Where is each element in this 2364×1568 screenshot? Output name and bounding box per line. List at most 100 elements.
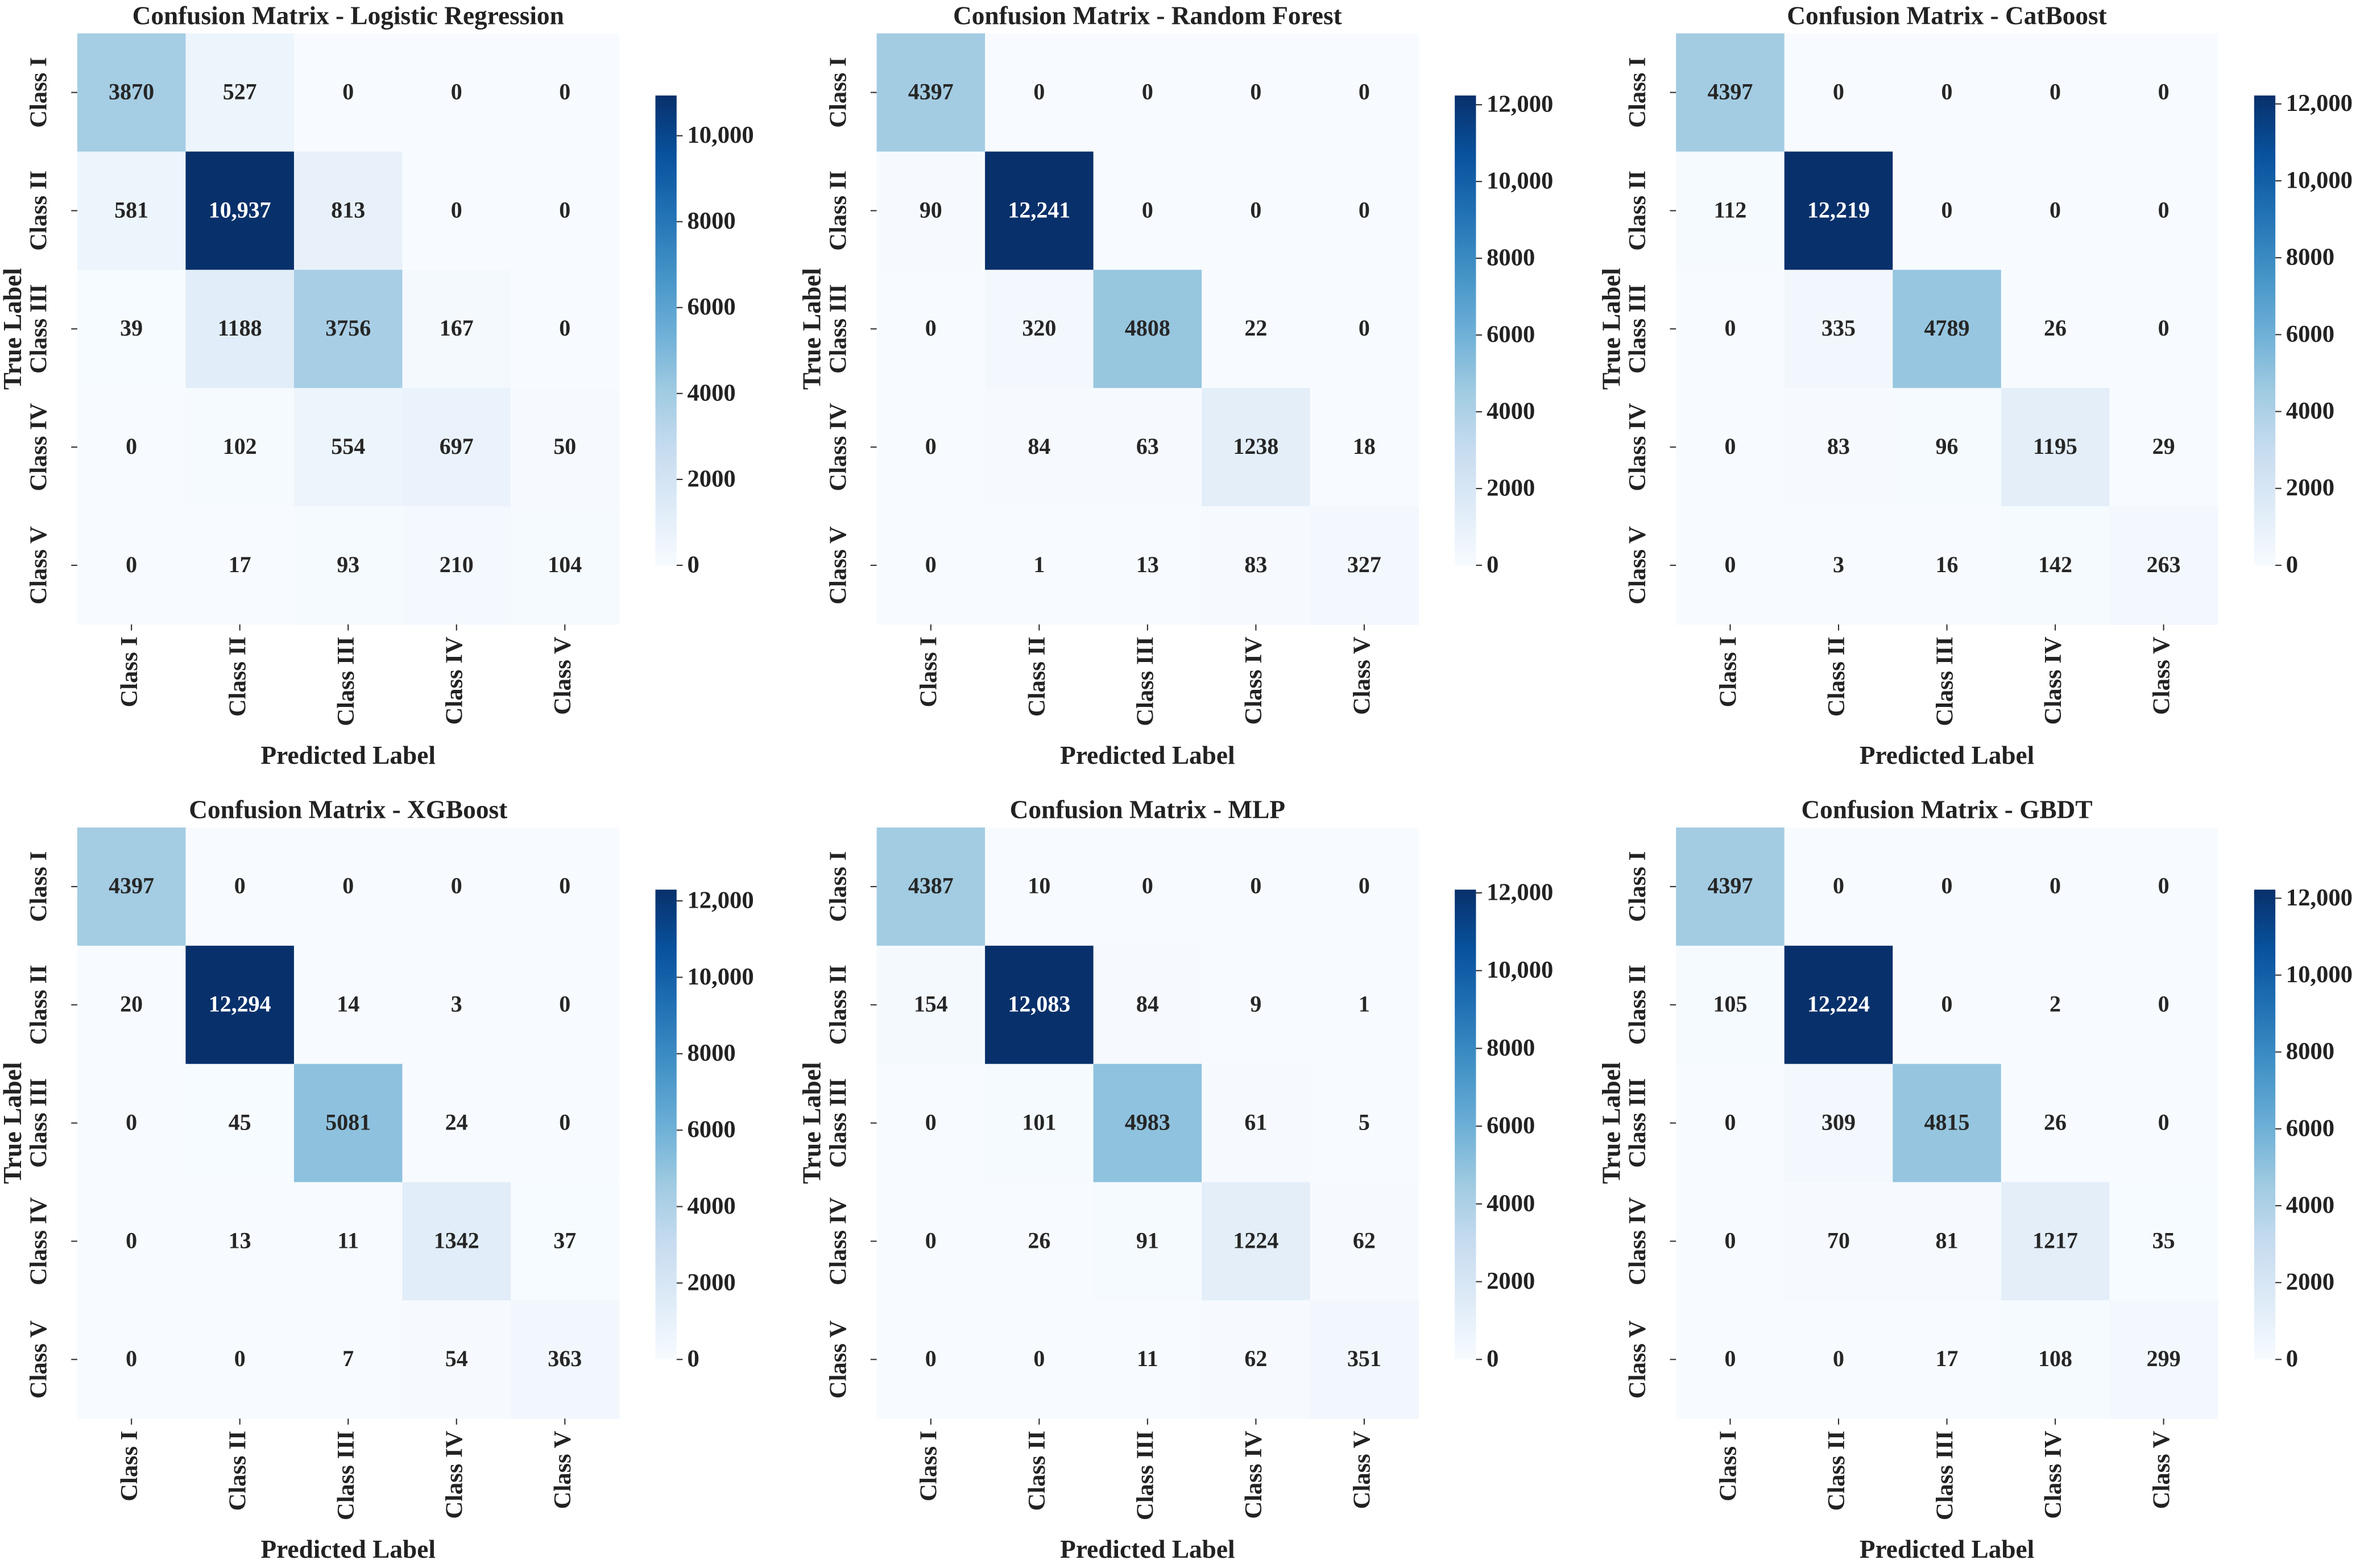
heatmap-cell (185, 1064, 295, 1183)
x-axis-label: Predicted Label (1060, 1535, 1235, 1563)
colorbar-tick-label: 12,000 (687, 887, 754, 913)
cell-label: 4397 (908, 78, 954, 104)
x-tick-label: Class III (333, 636, 359, 726)
heatmap-cell (1310, 827, 1419, 946)
heatmap-cell (402, 270, 511, 389)
chart-title: Confusion Matrix - XGBoost (189, 796, 507, 824)
heatmap-cell (2109, 1064, 2218, 1183)
cell-label: 0 (559, 197, 570, 222)
heatmap-cell (1202, 1182, 1311, 1301)
heatmap-cell (185, 1182, 295, 1301)
x-tick-label: Class I (116, 636, 143, 707)
heatmap-cell (511, 506, 620, 625)
colorbar-tick-label: 8000 (1487, 245, 1535, 271)
cell-label: 0 (1833, 78, 1844, 104)
x-axis-label: Predicted Label (261, 1535, 436, 1563)
y-tick-label: Class V (26, 1320, 52, 1399)
colorbar-tick-label: 4000 (1487, 1190, 1535, 1217)
chart-title: Confusion Matrix - Logistic Regression (133, 1, 564, 30)
colorbar-tick-label: 4000 (1487, 398, 1535, 424)
heatmap-cell (1202, 1064, 1311, 1183)
heatmap-cell (1093, 827, 1202, 946)
cell-label: 1188 (218, 315, 262, 341)
heatmap-cell (2001, 506, 2110, 625)
cell-label: 70 (1827, 1227, 1850, 1253)
heatmap-cell (2109, 388, 2218, 507)
cell-label: 4397 (1708, 78, 1753, 104)
heatmap-cell (1310, 506, 1419, 625)
heatmap-cell (402, 506, 511, 625)
cell-label: 351 (1347, 1346, 1381, 1371)
cell-label: 1195 (2033, 433, 2077, 459)
colorbar-tick-label: 0 (687, 551, 699, 578)
cell-label: 0 (559, 78, 570, 104)
colorbar-tick-label: 2000 (2286, 474, 2334, 501)
heatmap-cell (1784, 1300, 1894, 1420)
heatmap-cell (293, 506, 403, 625)
heatmap-cell (1784, 33, 1894, 152)
cell-label: 327 (1347, 552, 1381, 577)
heatmap-cell (2109, 827, 2218, 946)
cell-label: 0 (1359, 315, 1370, 341)
heatmap-cell (1093, 1300, 1202, 1420)
heatmap-cell (402, 33, 511, 152)
heatmap-cell (185, 506, 295, 625)
heatmap-cell (511, 945, 620, 1065)
y-tick-label: Class IV (825, 1197, 851, 1285)
heatmap-cell (1784, 945, 1894, 1065)
cell-label: 62 (1244, 1346, 1267, 1371)
cell-label: 16 (1936, 552, 1959, 577)
colorbar-tick-label: 2000 (1487, 474, 1535, 501)
x-tick-label: Class IV (2040, 1430, 2067, 1519)
heatmap-cell (876, 827, 986, 946)
heatmap-cell (185, 945, 295, 1065)
heatmap-cell (185, 1300, 295, 1420)
heatmap-cell (876, 151, 986, 271)
colorbar-tick-label: 4000 (2286, 1191, 2334, 1218)
cell-label: 11 (1137, 1346, 1158, 1371)
y-axis-label: True Label (0, 1062, 27, 1184)
heatmap-cell (293, 1300, 403, 1420)
cell-label: 0 (1941, 873, 1953, 899)
heatmap-panel: Confusion Matrix - CatBoost 4397 0 0 0 0 112 12… (1597, 1, 2353, 769)
cell-label: 0 (451, 78, 462, 104)
cell-label: 813 (331, 197, 365, 222)
x-axis-label: Predicted Label (1860, 1535, 2034, 1563)
cell-label: 12,083 (1008, 991, 1070, 1017)
cell-label: 12,219 (1807, 197, 1870, 222)
heatmap-cell (1893, 945, 2002, 1065)
cell-label: 1217 (2032, 1227, 2078, 1253)
cell-label: 0 (126, 1227, 137, 1253)
heatmap-cell (1893, 151, 2002, 271)
heatmap-cell (1784, 506, 1894, 625)
cell-label: 0 (126, 433, 137, 459)
cell-label: 0 (1724, 1227, 1736, 1253)
cell-label: 1 (1033, 552, 1045, 577)
cell-label: 0 (2158, 1109, 2170, 1135)
heatmap-cell (1093, 1182, 1202, 1301)
cell-label: 81 (1936, 1227, 1959, 1253)
cell-label: 0 (1359, 197, 1370, 222)
cell-label: 0 (559, 1109, 570, 1135)
colorbar-tick-label: 0 (1487, 1346, 1498, 1372)
cell-label: 0 (925, 1109, 937, 1135)
heatmap-cell (2109, 945, 2218, 1065)
y-tick-label: Class I (26, 851, 52, 922)
heatmap-cell (77, 1064, 187, 1183)
heatmap-cell (1202, 506, 1311, 625)
cell-label: 11 (337, 1227, 359, 1253)
heatmap-cell (1310, 33, 1419, 152)
cell-label: 4983 (1125, 1109, 1170, 1135)
heatmap-cell (511, 270, 620, 389)
cell-label: 12,224 (1807, 991, 1870, 1017)
x-tick-label: Class III (1132, 636, 1159, 726)
colorbar-tick-label: 4000 (687, 379, 735, 406)
cell-label: 22 (1244, 315, 1267, 341)
colorbar-tick-label: 8000 (2286, 1038, 2334, 1065)
cell-label: 1 (1359, 991, 1370, 1017)
x-axis-label: Predicted Label (261, 741, 436, 769)
heatmap-cell (1310, 1182, 1419, 1301)
x-tick-label: Class I (916, 1431, 942, 1501)
y-tick-label: Class IV (825, 403, 851, 491)
heatmap-cell (876, 1300, 986, 1420)
